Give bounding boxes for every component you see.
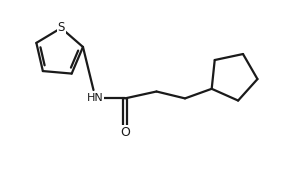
Text: S: S xyxy=(57,21,65,35)
Text: O: O xyxy=(120,126,130,139)
Text: HN: HN xyxy=(87,93,103,103)
